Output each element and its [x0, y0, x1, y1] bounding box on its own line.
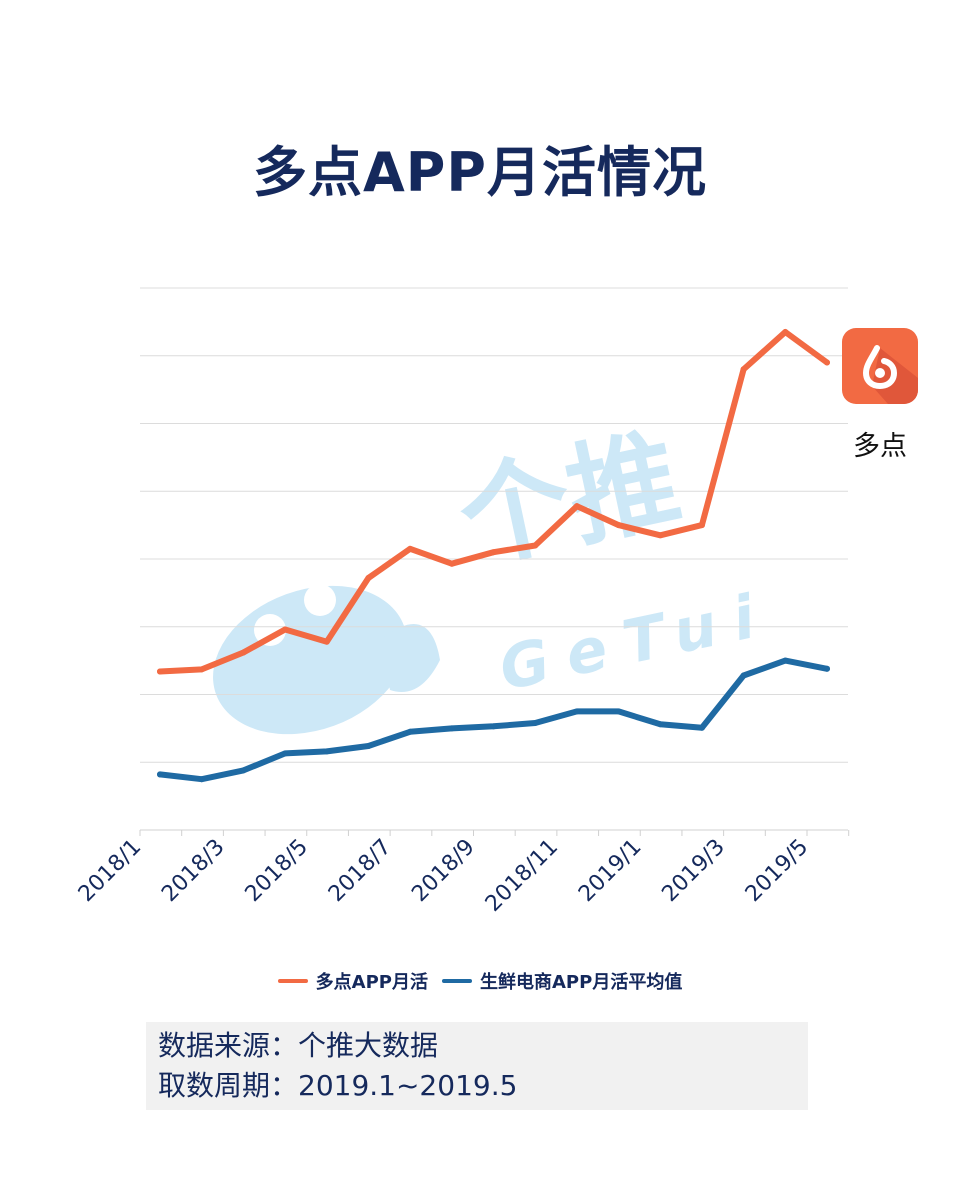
watermark-whale-tail: [380, 624, 440, 692]
data-point-average: [407, 728, 414, 735]
data-point-duodian: [657, 532, 664, 539]
data-point-duodian: [282, 626, 289, 633]
x-tick-label: 2018/7: [324, 835, 396, 907]
duodian-logo-icon: [842, 328, 918, 404]
chart-title: 多点APP月活情况: [253, 141, 707, 204]
watermark-whale-eye: [304, 584, 336, 616]
data-point-average: [740, 672, 747, 679]
data-point-duodian: [490, 549, 497, 556]
watermark-text-cn: 个推: [449, 414, 691, 585]
legend-label-duodian: 多点APP月活: [315, 972, 428, 993]
data-point-duodian: [240, 649, 247, 656]
data-point-duodian: [615, 522, 622, 529]
data-point-duodian: [198, 666, 205, 673]
data-point-duodian: [698, 522, 705, 529]
legend-label-average: 生鲜电商APP月活平均值: [480, 972, 683, 993]
data-point-average: [323, 748, 330, 755]
data-point-duodian: [323, 638, 330, 645]
x-tick-label: 2018/5: [241, 835, 313, 907]
data-point-duodian: [740, 366, 747, 373]
data-point-duodian: [824, 359, 830, 366]
x-tick-label: 2018/11: [481, 835, 563, 917]
data-point-duodian: [782, 329, 789, 336]
data-point-average: [365, 742, 372, 749]
data-point-average: [698, 724, 705, 731]
data-point-average: [532, 719, 539, 726]
x-tick-label: 2018/1: [74, 835, 146, 907]
data-point-average: [198, 776, 205, 783]
legend-item-duodian: 多点APP月活: [277, 968, 428, 994]
data-period-line: 取数周期：2019.1~2019.5: [158, 1069, 518, 1102]
x-tick-label: 2018/3: [157, 835, 229, 907]
app-badge-label: 多点: [853, 431, 907, 462]
x-tick-label: 2019/3: [657, 835, 729, 907]
data-point-average: [573, 708, 580, 715]
data-point-average: [448, 725, 455, 732]
watermark-whale-eye: [254, 614, 286, 646]
x-tick-label: 2018/9: [407, 835, 479, 907]
data-point-average: [240, 767, 247, 774]
series-lines: [157, 329, 830, 783]
data-source-box: 数据来源：个推大数据 取数周期：2019.1~2019.5: [146, 1022, 808, 1110]
chart-legend: 多点APP月活 生鲜电商APP月活平均值: [0, 968, 960, 994]
data-point-average: [824, 665, 830, 672]
legend-swatch-blue: [442, 979, 472, 983]
data-point-average: [657, 721, 664, 728]
data-point-average: [615, 708, 622, 715]
data-point-duodian: [157, 668, 163, 675]
data-point-average: [490, 723, 497, 730]
data-point-duodian: [407, 545, 414, 552]
x-tick-label: 2019/5: [741, 835, 813, 907]
data-point-duodian: [532, 542, 539, 549]
legend-swatch-orange: [277, 979, 308, 983]
x-axis: 2018/1 2018/3 2018/5 2018/7 2018/9 2018/11 201…: [74, 829, 850, 917]
data-point-average: [157, 771, 163, 778]
x-tick-label: 2019/1: [574, 835, 646, 907]
data-source-line: 数据来源：个推大数据: [158, 1029, 439, 1062]
data-point-duodian: [573, 503, 580, 510]
data-point-duodian: [365, 574, 372, 581]
data-point-duodian: [448, 560, 455, 567]
data-point-average: [782, 657, 789, 664]
legend-item-average: 生鲜电商APP月活平均值: [442, 968, 682, 994]
data-point-average: [282, 750, 289, 757]
